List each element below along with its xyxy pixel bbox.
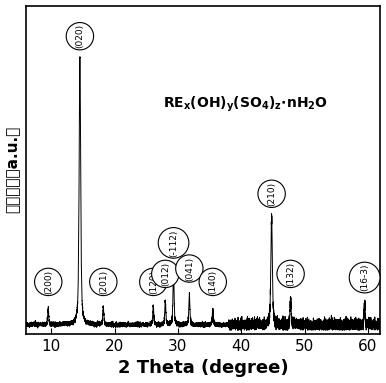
Text: (041): (041) (185, 257, 194, 281)
Text: (200): (200) (44, 270, 53, 294)
Y-axis label: 相对强度（a.u.）: 相对强度（a.u.） (5, 126, 20, 213)
Text: $\mathbf{RE_x(OH)_y(SO_4)_z{\cdot}nH_2O}$: $\mathbf{RE_x(OH)_y(SO_4)_z{\cdot}nH_2O}… (163, 95, 328, 114)
X-axis label: 2 Theta (degree): 2 Theta (degree) (118, 359, 289, 377)
Text: (210): (210) (267, 182, 276, 206)
Text: (120): (120) (149, 270, 158, 294)
Text: (140): (140) (208, 270, 217, 294)
Text: (012): (012) (161, 262, 170, 286)
Text: (-112): (-112) (169, 229, 178, 257)
Text: (16-3): (16-3) (360, 264, 369, 291)
Text: (132): (132) (286, 262, 295, 286)
Text: (020): (020) (75, 24, 85, 48)
Text: (201): (201) (99, 270, 108, 294)
